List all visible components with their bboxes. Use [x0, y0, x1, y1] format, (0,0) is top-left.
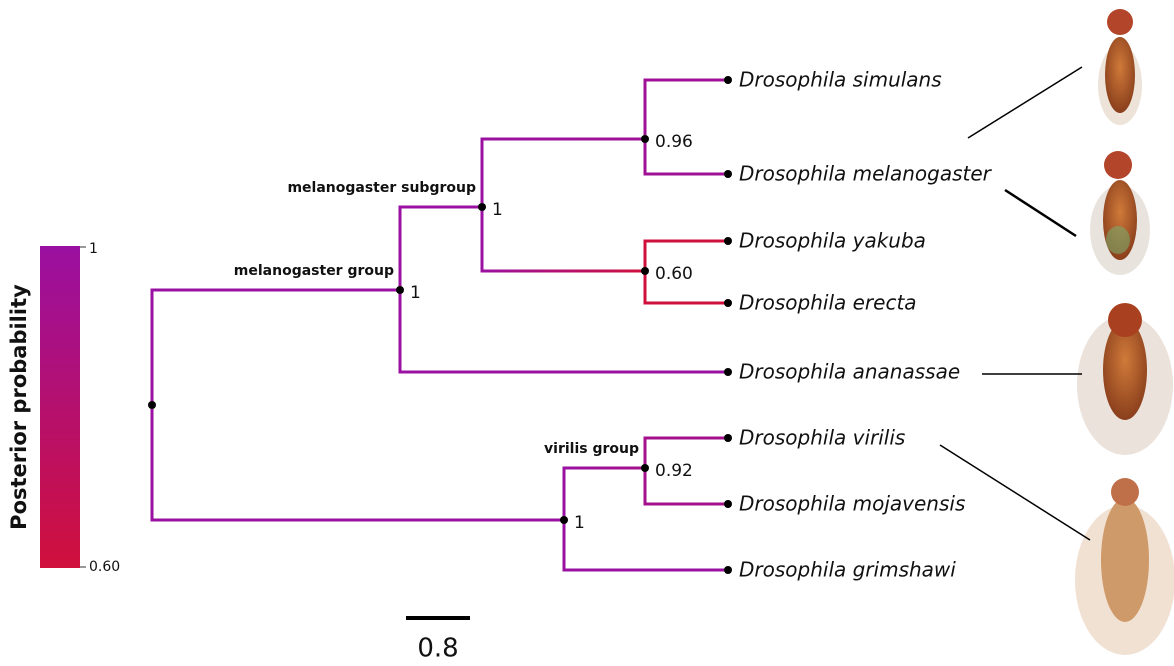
- tip: [724, 368, 732, 376]
- fly-image: [1090, 151, 1150, 275]
- tip: [724, 434, 732, 442]
- node: [641, 135, 649, 143]
- tip: [724, 299, 732, 307]
- connector: [939, 444, 1091, 541]
- colorbar-min: 0.60: [89, 559, 120, 575]
- connector: [967, 66, 1083, 139]
- scale-label: 0.8: [417, 634, 458, 664]
- node: [641, 267, 649, 275]
- tip: [724, 76, 732, 84]
- connector: [1004, 188, 1077, 238]
- connectors: [939, 66, 1091, 541]
- group-label: virilis group: [544, 441, 639, 457]
- taxon-label: Drosophila melanogaster: [739, 162, 993, 186]
- taxon-label: Drosophila ananassae: [739, 360, 960, 384]
- taxon-label: Drosophila yakuba: [739, 229, 926, 253]
- fly-image: [1077, 303, 1173, 455]
- root-node: [148, 401, 156, 409]
- tip: [724, 566, 732, 574]
- fly-image: [1075, 478, 1174, 655]
- taxon-label: Drosophila mojavensis: [739, 492, 965, 516]
- support-value: 1: [574, 513, 585, 533]
- node: [396, 286, 404, 294]
- group-label: melanogaster subgroup: [287, 180, 476, 196]
- support-value: 0.60: [655, 264, 693, 284]
- taxon-label: Drosophila grimshawi: [739, 558, 956, 582]
- taxon-label: Drosophila simulans: [739, 68, 942, 92]
- node: [560, 516, 568, 524]
- support-value: 0.92: [655, 461, 693, 481]
- tip: [724, 500, 732, 508]
- group-label: melanogaster group: [234, 263, 394, 279]
- node: [478, 203, 486, 211]
- colorbar: [40, 246, 80, 568]
- taxon-label: Drosophila virilis: [739, 426, 905, 450]
- taxon-label: Drosophila erecta: [739, 291, 917, 315]
- support-value: 1: [410, 283, 421, 303]
- fly-image: [1098, 9, 1142, 125]
- tip: [724, 237, 732, 245]
- colorbar-max: 1: [89, 241, 98, 257]
- support-value: 1: [492, 200, 503, 220]
- support-value: 0.96: [655, 132, 693, 152]
- tip: [724, 170, 732, 178]
- node: [641, 464, 649, 472]
- colorbar-title: Posterior probability: [7, 284, 31, 530]
- fly-images: [1075, 9, 1174, 655]
